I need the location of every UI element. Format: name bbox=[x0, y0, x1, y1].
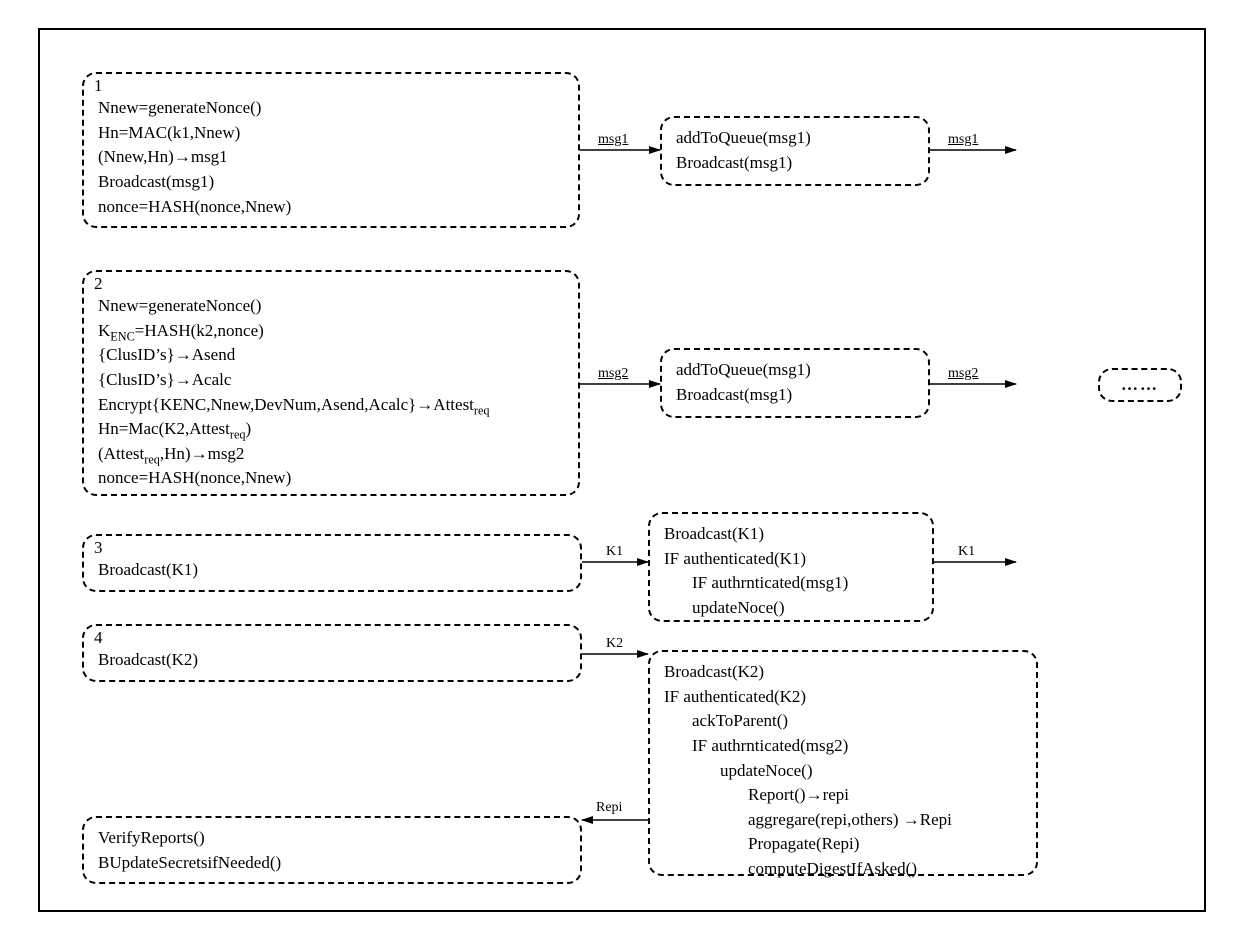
arrow-label: Repi bbox=[596, 800, 622, 816]
arrow-label: K1 bbox=[958, 544, 975, 560]
arrow-label: msg2 bbox=[598, 366, 628, 382]
arrow-label: K1 bbox=[606, 544, 623, 560]
arrow-label: msg2 bbox=[948, 366, 978, 382]
arrow-label: msg1 bbox=[598, 132, 628, 148]
arrow-label: msg1 bbox=[948, 132, 978, 148]
arrow-label: K2 bbox=[606, 636, 623, 652]
diagram-canvas: 1 Nnew=generateNonce()Hn=MAC(k1,Nnew)(Nn… bbox=[0, 0, 1240, 938]
